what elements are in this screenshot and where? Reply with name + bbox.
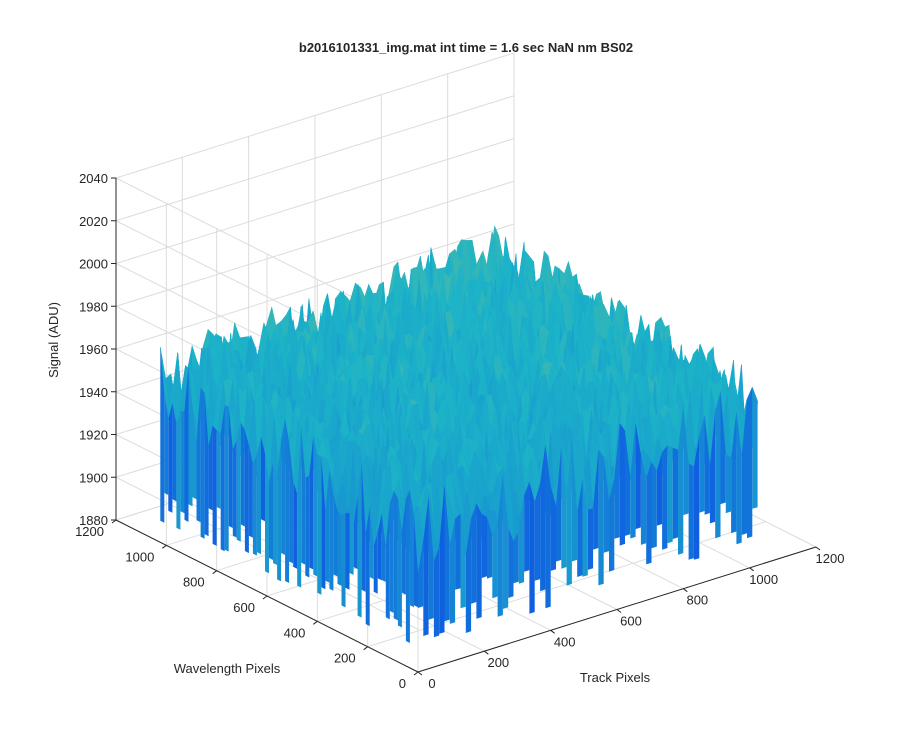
surface-skirt <box>405 490 410 643</box>
surface-skirt <box>168 403 173 513</box>
surface-skirt <box>341 513 346 608</box>
z-tick-label: 1920 <box>79 428 108 443</box>
x-tick <box>683 588 688 593</box>
z-axis-label: Signal (ADU) <box>46 302 61 378</box>
y-tick <box>212 570 217 575</box>
surface <box>160 225 758 643</box>
surface-skirt <box>293 480 298 569</box>
surface-skirt <box>492 523 498 599</box>
surface-skirt <box>305 475 310 578</box>
z-tick-label: 1940 <box>79 385 108 400</box>
surface-skirt <box>476 503 482 619</box>
surface-skirt <box>240 422 245 527</box>
surface-skirt <box>672 447 678 540</box>
x-tick <box>749 567 754 572</box>
y-tick-label: 800 <box>183 575 205 590</box>
surface-skirt <box>587 508 594 570</box>
x-tick <box>417 671 423 676</box>
surface-skirt <box>433 547 440 638</box>
surface-skirt <box>667 445 673 544</box>
x-tick-label: 800 <box>686 593 708 608</box>
y-tick-label: 1000 <box>125 549 154 564</box>
surface-skirt <box>651 462 657 549</box>
surface-skirt <box>313 436 318 577</box>
surface-skirt <box>273 462 278 565</box>
surface-skirt <box>471 503 477 604</box>
x-tick <box>616 609 622 613</box>
x-tick <box>550 629 555 634</box>
surface-skirt <box>393 490 398 621</box>
surface-skirt <box>455 513 461 590</box>
z-tick-label: 1900 <box>79 470 108 485</box>
y-tick <box>313 620 318 625</box>
y-tick-label: 200 <box>334 651 356 666</box>
y-tick <box>413 671 419 676</box>
surface-skirt <box>252 454 257 556</box>
x-tick <box>484 650 489 655</box>
surface-skirt <box>337 510 342 586</box>
surface-skirt <box>646 462 652 565</box>
y-tick <box>262 595 268 600</box>
surface-skirt <box>481 513 487 578</box>
y-tick-label: 400 <box>284 625 306 640</box>
y-tick <box>162 544 167 549</box>
chart-title: b2016101331_img.mat int time = 1.6 sec N… <box>299 40 633 55</box>
surface-skirt <box>529 481 535 614</box>
surface-skirt <box>752 387 758 509</box>
surface-skirt <box>244 430 249 554</box>
surface-skirt <box>232 439 237 538</box>
x-tick-label: 0 <box>428 676 435 691</box>
x-tick <box>815 546 821 551</box>
z-tick-label: 2000 <box>79 257 108 272</box>
surface-skirt <box>236 422 241 542</box>
surface-skirt <box>180 410 185 514</box>
y-axis-label: Wavelength Pixels <box>174 661 281 676</box>
surface-skirt <box>619 423 625 546</box>
x-tick-label: 1200 <box>816 551 845 566</box>
x-axis-label: Track Pixels <box>580 670 651 685</box>
x-tick-label: 200 <box>487 655 509 670</box>
x-tick-label: 400 <box>554 634 576 649</box>
surface-skirt <box>224 405 229 552</box>
surface-skirt <box>662 445 668 550</box>
surface-skirt <box>281 418 286 555</box>
y-tick-label: 0 <box>399 676 406 691</box>
surface-skirt <box>212 425 217 546</box>
z-tick-label: 1980 <box>79 299 108 314</box>
surface-skirt <box>725 454 732 514</box>
z-tick-label: 1880 <box>79 513 108 528</box>
surface-skirt <box>747 387 753 539</box>
x-tick-label: 600 <box>620 614 642 629</box>
surface-skirt <box>200 387 205 539</box>
surface-skirt <box>317 454 322 595</box>
z-tick-label: 2040 <box>79 171 108 186</box>
z-tick-label: 2020 <box>79 214 108 229</box>
surface-skirt <box>176 411 181 530</box>
y-tick-label: 600 <box>233 600 255 615</box>
surface-skirt <box>598 449 604 586</box>
surface-skirt <box>524 481 530 572</box>
surface-skirt <box>285 418 290 583</box>
surface-skirt <box>216 430 221 509</box>
surface-skirt <box>256 436 261 555</box>
surface-skirt <box>345 513 350 590</box>
z-tick-label: 1960 <box>79 342 108 357</box>
y-tick <box>363 646 368 651</box>
surface-skirt <box>715 391 721 539</box>
surface-skirt <box>688 463 694 560</box>
x-tick-label: 1000 <box>749 572 778 587</box>
surface-skirt <box>389 490 394 613</box>
